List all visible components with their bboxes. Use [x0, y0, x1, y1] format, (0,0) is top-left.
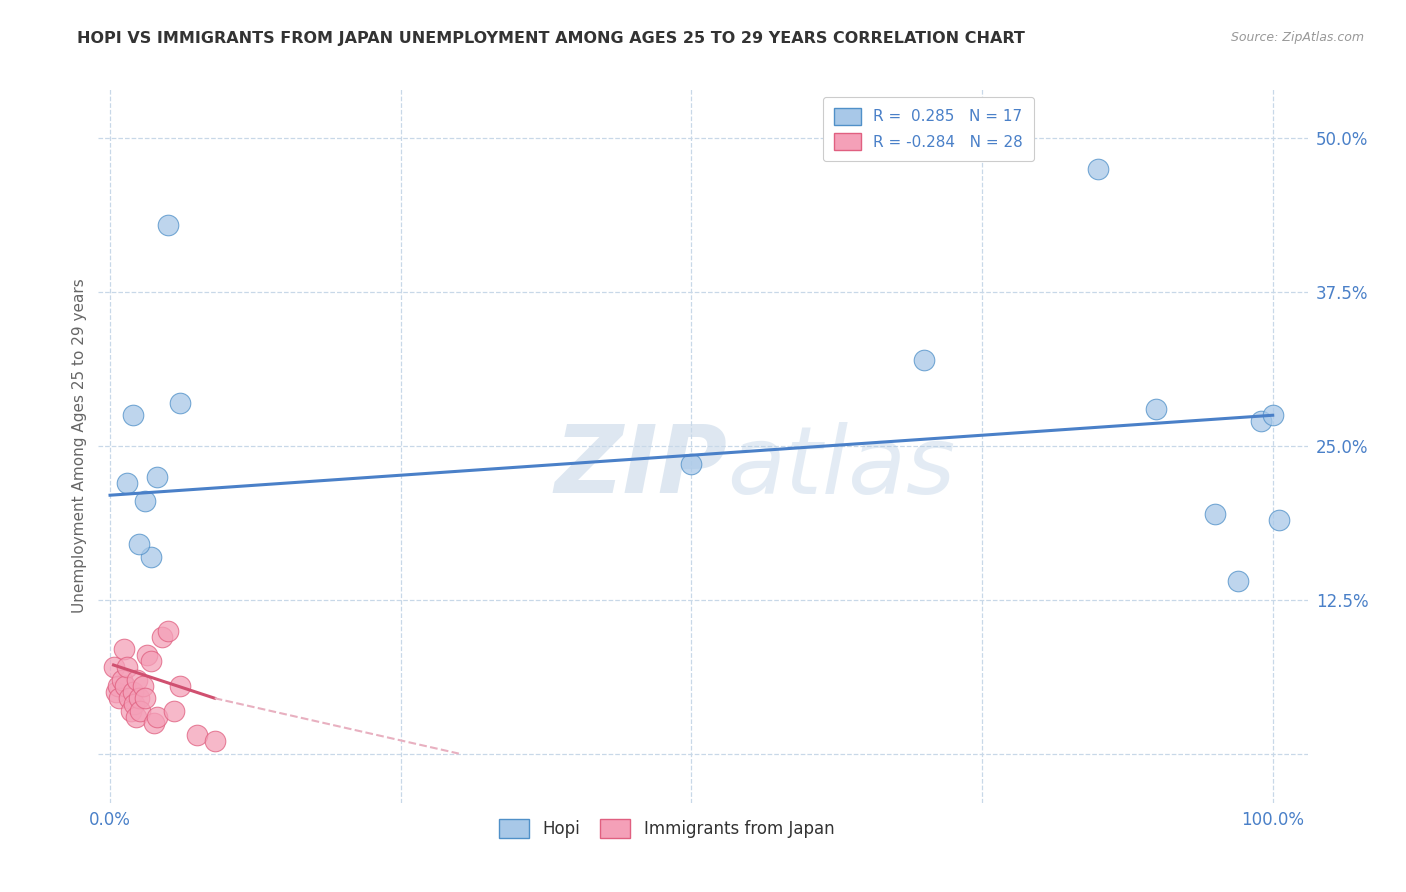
Point [1250, 414, 1272, 428]
Point [145, 469, 167, 483]
Legend: Hopi, Immigrants from Japan: Hopi, Immigrants from Japan [492, 812, 841, 845]
Point [134, 691, 156, 706]
Point [125, 673, 148, 687]
Point [139, 654, 162, 668]
Point [1087, 162, 1109, 177]
Text: ZIP: ZIP [554, 421, 727, 514]
Point [129, 704, 152, 718]
Point [120, 704, 142, 718]
Point [169, 396, 191, 410]
Point [681, 458, 703, 472]
Point [117, 660, 139, 674]
Point [1226, 574, 1249, 589]
Point [122, 685, 145, 699]
Point [204, 734, 226, 748]
Point [128, 537, 150, 551]
Y-axis label: Unemployment Among Ages 25 to 29 years: Unemployment Among Ages 25 to 29 years [72, 278, 87, 614]
Point [118, 691, 141, 706]
Point [111, 673, 134, 687]
Text: Source: ZipAtlas.com: Source: ZipAtlas.com [1230, 31, 1364, 45]
Point [1204, 507, 1226, 521]
Point [163, 704, 186, 718]
Point [157, 218, 180, 232]
Point [1144, 402, 1167, 417]
Point [186, 728, 208, 742]
Point [107, 679, 129, 693]
Point [157, 624, 180, 638]
Point [112, 642, 135, 657]
Point [134, 494, 156, 508]
Point [169, 679, 191, 693]
Point [150, 630, 173, 644]
Point [143, 715, 166, 730]
Point [104, 685, 127, 699]
Point [122, 409, 145, 423]
Point [1267, 513, 1289, 527]
Point [139, 549, 162, 564]
Point [117, 475, 139, 490]
Point [145, 709, 167, 723]
Point [128, 691, 150, 706]
Point [124, 698, 146, 712]
Text: atlas: atlas [727, 422, 956, 513]
Point [131, 679, 153, 693]
Point [108, 691, 131, 706]
Point [114, 679, 136, 693]
Point [136, 648, 159, 662]
Point [1261, 409, 1284, 423]
Point [124, 709, 146, 723]
Point [103, 660, 125, 674]
Point [912, 352, 935, 367]
Text: HOPI VS IMMIGRANTS FROM JAPAN UNEMPLOYMENT AMONG AGES 25 TO 29 YEARS CORRELATION: HOPI VS IMMIGRANTS FROM JAPAN UNEMPLOYME… [77, 31, 1025, 46]
